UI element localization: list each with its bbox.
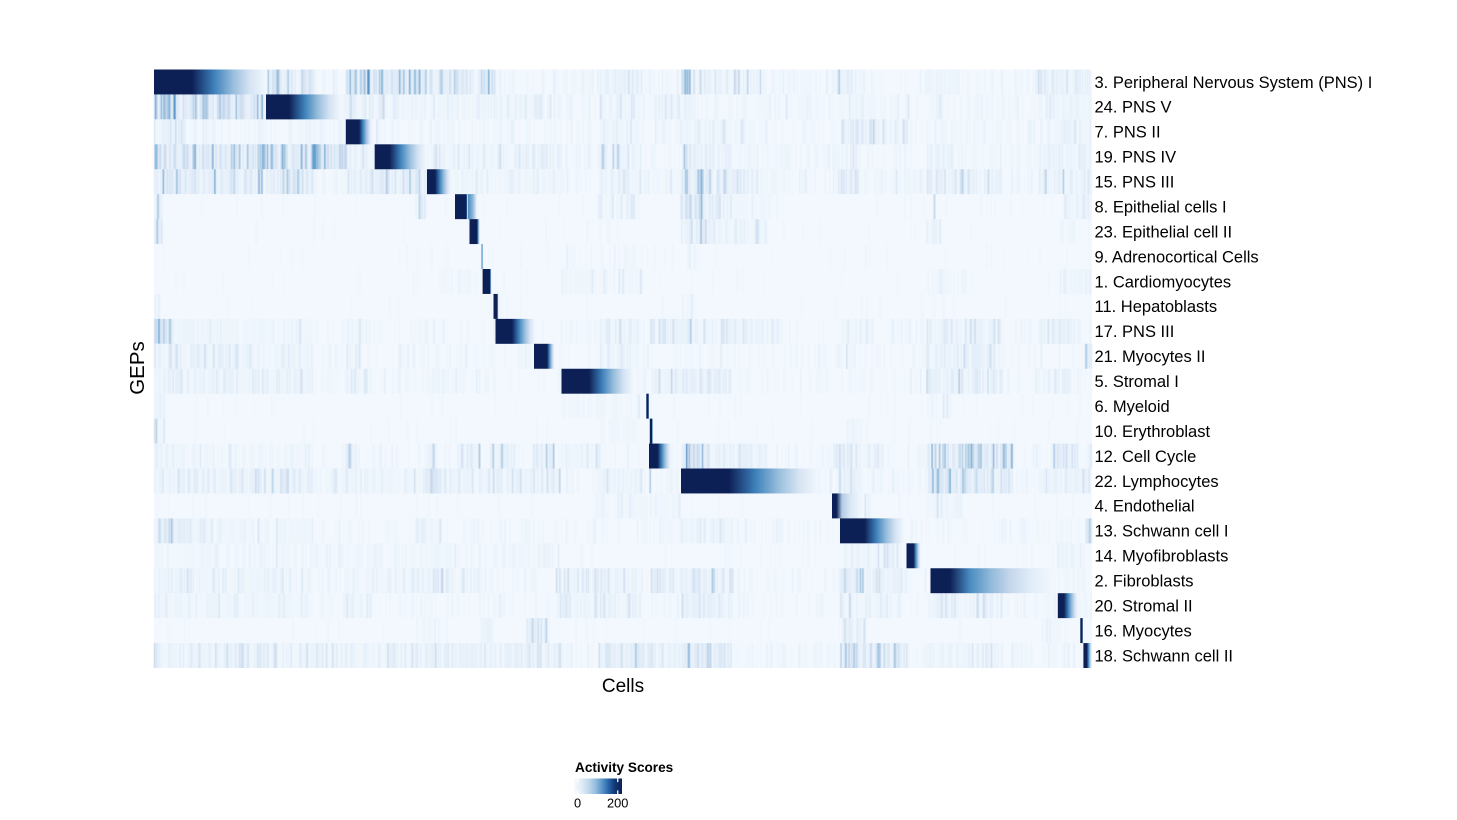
- svg-text:20. Stromal II: 20. Stromal II: [1095, 598, 1193, 616]
- svg-text:16. Myocytes: 16. Myocytes: [1095, 622, 1192, 640]
- svg-text:11. Hepatoblasts: 11. Hepatoblasts: [1095, 298, 1218, 316]
- svg-text:6. Myeloid: 6. Myeloid: [1095, 398, 1170, 416]
- svg-text:19. PNS IV: 19. PNS IV: [1095, 149, 1177, 167]
- svg-text:17. PNS III: 17. PNS III: [1095, 323, 1175, 341]
- svg-text:8. Epithelial cells I: 8. Epithelial cells I: [1095, 199, 1227, 217]
- svg-text:4. Endothelial: 4. Endothelial: [1095, 498, 1195, 516]
- svg-text:18. Schwann cell II: 18. Schwann cell II: [1095, 647, 1234, 665]
- svg-text:9. Adrenocortical Cells: 9. Adrenocortical Cells: [1095, 248, 1259, 266]
- svg-text:GEPs: GEPs: [126, 341, 149, 395]
- svg-text:14. Myofibroblasts: 14. Myofibroblasts: [1095, 548, 1229, 566]
- svg-text:2. Fibroblasts: 2. Fibroblasts: [1095, 573, 1194, 591]
- svg-text:10. Erythroblast: 10. Erythroblast: [1095, 423, 1211, 441]
- svg-text:200: 200: [607, 796, 628, 811]
- svg-text:5. Stromal I: 5. Stromal I: [1095, 373, 1179, 391]
- svg-text:Activity Scores: Activity Scores: [575, 760, 673, 775]
- svg-text:13. Schwann cell I: 13. Schwann cell I: [1095, 523, 1229, 541]
- svg-text:0: 0: [574, 796, 581, 811]
- svg-text:22. Lymphocytes: 22. Lymphocytes: [1095, 473, 1219, 491]
- svg-text:Cells: Cells: [602, 676, 644, 697]
- svg-text:15. PNS III: 15. PNS III: [1095, 174, 1175, 192]
- svg-text:3. Peripheral Nervous System (: 3. Peripheral Nervous System (PNS) I: [1095, 74, 1373, 92]
- svg-text:24. PNS V: 24. PNS V: [1095, 99, 1172, 117]
- svg-text:7. PNS II: 7. PNS II: [1095, 124, 1161, 142]
- svg-text:1. Cardiomyocytes: 1. Cardiomyocytes: [1095, 273, 1232, 291]
- svg-text:23. Epithelial cell II: 23. Epithelial cell II: [1095, 223, 1233, 241]
- svg-text:21. Myocytes II: 21. Myocytes II: [1095, 348, 1206, 366]
- svg-text:12. Cell Cycle: 12. Cell Cycle: [1095, 448, 1197, 466]
